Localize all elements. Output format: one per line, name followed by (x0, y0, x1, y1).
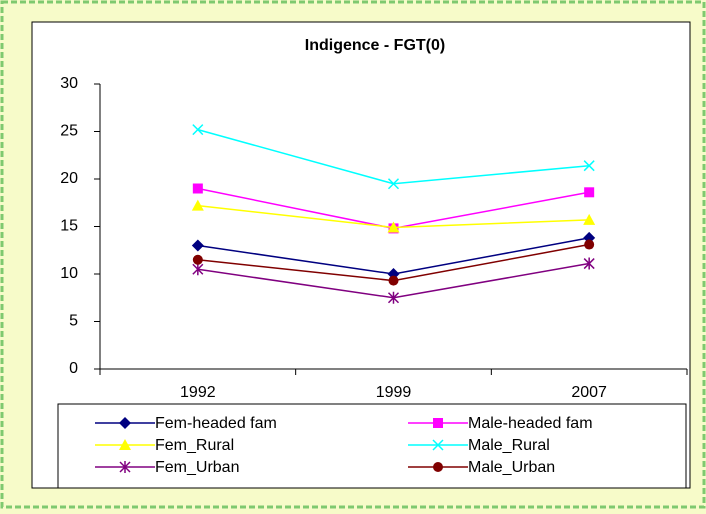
data-point (583, 257, 595, 270)
y-tick-label: 30 (60, 75, 78, 92)
data-point (584, 239, 595, 250)
legend-label: Male_Urban (468, 459, 555, 476)
data-point (388, 275, 399, 286)
x-tick-label: 2007 (571, 384, 607, 401)
data-point (191, 199, 204, 211)
y-tick-label: 10 (60, 265, 78, 282)
data-point (387, 221, 400, 233)
data-point (583, 160, 595, 172)
data-point (387, 178, 400, 190)
legend (57, 403, 687, 489)
data-point (192, 124, 204, 136)
legend-swatch-marker (119, 439, 131, 450)
y-tick-label: 25 (60, 123, 78, 140)
data-point (584, 187, 595, 198)
y-tick-label: 20 (60, 170, 78, 187)
legend-label: Male_Rural (468, 437, 550, 454)
chart-title: Indigence - FGT(0) (305, 37, 445, 54)
y-tick-label: 0 (69, 360, 78, 377)
legend-swatch-marker (433, 418, 443, 428)
data-point (192, 183, 203, 194)
legend-swatch-marker (119, 417, 131, 429)
legend-label: Male-headed fam (468, 415, 593, 432)
legend-label: Fem_Rural (155, 437, 234, 454)
legend-swatch-marker (432, 439, 444, 451)
data-point (387, 291, 400, 304)
legend-swatch-marker (433, 462, 443, 472)
data-point (191, 239, 204, 252)
data-point (583, 213, 596, 225)
y-tick-label: 15 (60, 218, 78, 235)
y-tick-label: 5 (69, 313, 78, 330)
legend-swatch-marker (119, 461, 131, 473)
data-point (192, 263, 204, 276)
x-tick-label: 1999 (376, 384, 412, 401)
legend-label: Fem-headed fam (155, 415, 277, 432)
legend-label: Fem_Urban (155, 459, 239, 476)
x-tick-label: 1992 (180, 384, 216, 401)
data-point (192, 254, 203, 265)
